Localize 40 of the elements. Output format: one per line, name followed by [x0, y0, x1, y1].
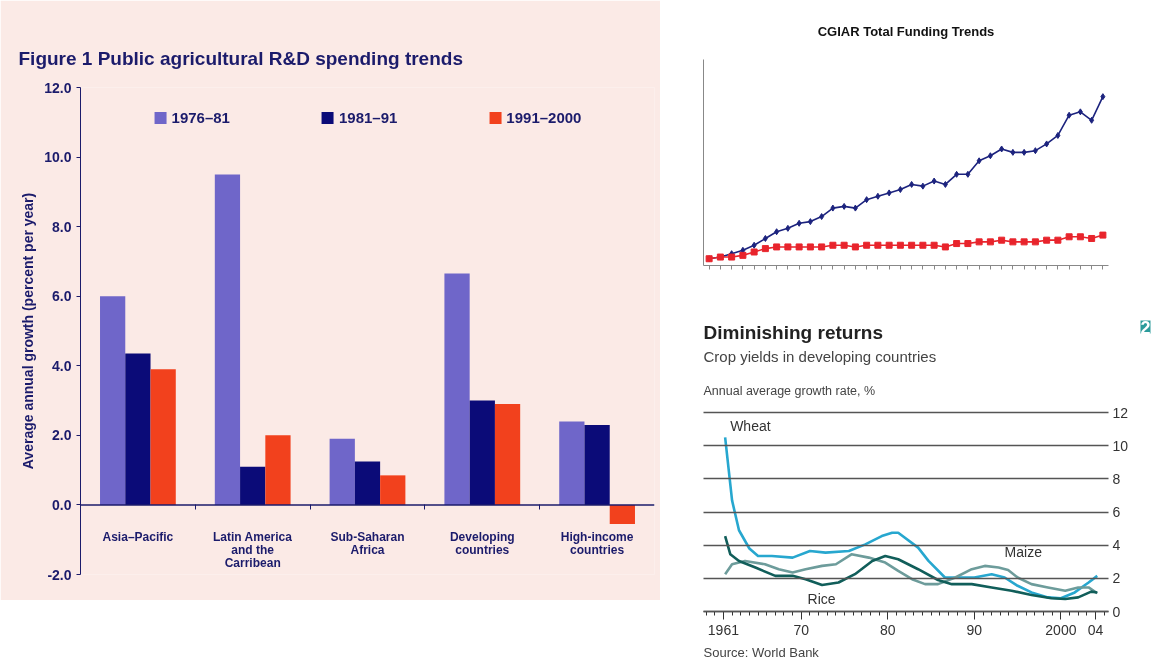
- y-tick-label: 2: [1112, 570, 1121, 587]
- source-note: Source: World Bank: [703, 644, 820, 660]
- y-axis-title: Annual average growth rate, %: [703, 383, 876, 398]
- y-axis-title: Average annual growth (percent per year): [20, 192, 37, 470]
- y-tick-label: 6: [1112, 504, 1121, 520]
- x-tick-label: 90: [966, 621, 983, 638]
- x-tick-label: 1961: [707, 621, 740, 638]
- y-tick-label: 2.0: [52, 427, 72, 444]
- y-tick-label: 0.0: [52, 496, 72, 513]
- x-tick-label: High-income countries: [560, 529, 634, 557]
- chart-title: Figure 1 Public agricultural R&D spending trends: [18, 47, 463, 69]
- text: 2: [1140, 317, 1151, 338]
- y-tick-label: 4: [1112, 537, 1121, 554]
- x-tick-label: 80: [880, 621, 896, 638]
- chart-title: Diminishing returns: [703, 322, 883, 343]
- y-tick-label: 0: [1112, 603, 1121, 620]
- y-tick-label: 6.0: [52, 288, 72, 305]
- legend-label: 1981–91: [338, 109, 398, 126]
- y-tick-label: 4.0: [52, 357, 72, 374]
- y-tick-label: 12.0: [44, 79, 72, 96]
- x-tick-label: Asia–Pacific: [102, 529, 174, 544]
- chart-title: CGIAR Total Funding Trends: [817, 23, 995, 39]
- legend-label: 1991–2000: [506, 109, 582, 126]
- y-tick-label: 8.0: [52, 218, 72, 235]
- y-tick-label: -2.0: [47, 566, 72, 583]
- y-tick-label: 10.0: [44, 149, 72, 166]
- chart-subtitle: Crop yields in developing countries: [703, 348, 937, 365]
- series-label: Rice: [807, 591, 836, 608]
- y-tick-label: 10: [1112, 437, 1129, 454]
- legend-label: 1976–81: [171, 109, 230, 126]
- x-tick-label: 70: [793, 621, 810, 638]
- x-tick-label: 2000: [1045, 621, 1077, 638]
- x-tick-label: 04: [1087, 621, 1104, 638]
- x-tick-label: Developing countries: [449, 529, 515, 557]
- y-tick-label: 12: [1112, 404, 1129, 421]
- y-tick-label: 8: [1112, 470, 1121, 487]
- x-tick-label: Sub-Saharan Africa: [330, 529, 405, 557]
- x-tick-label: Latin America and the Carribean: [213, 529, 293, 570]
- series-label: Wheat: [730, 418, 771, 435]
- series-label: Maize: [1004, 543, 1043, 560]
